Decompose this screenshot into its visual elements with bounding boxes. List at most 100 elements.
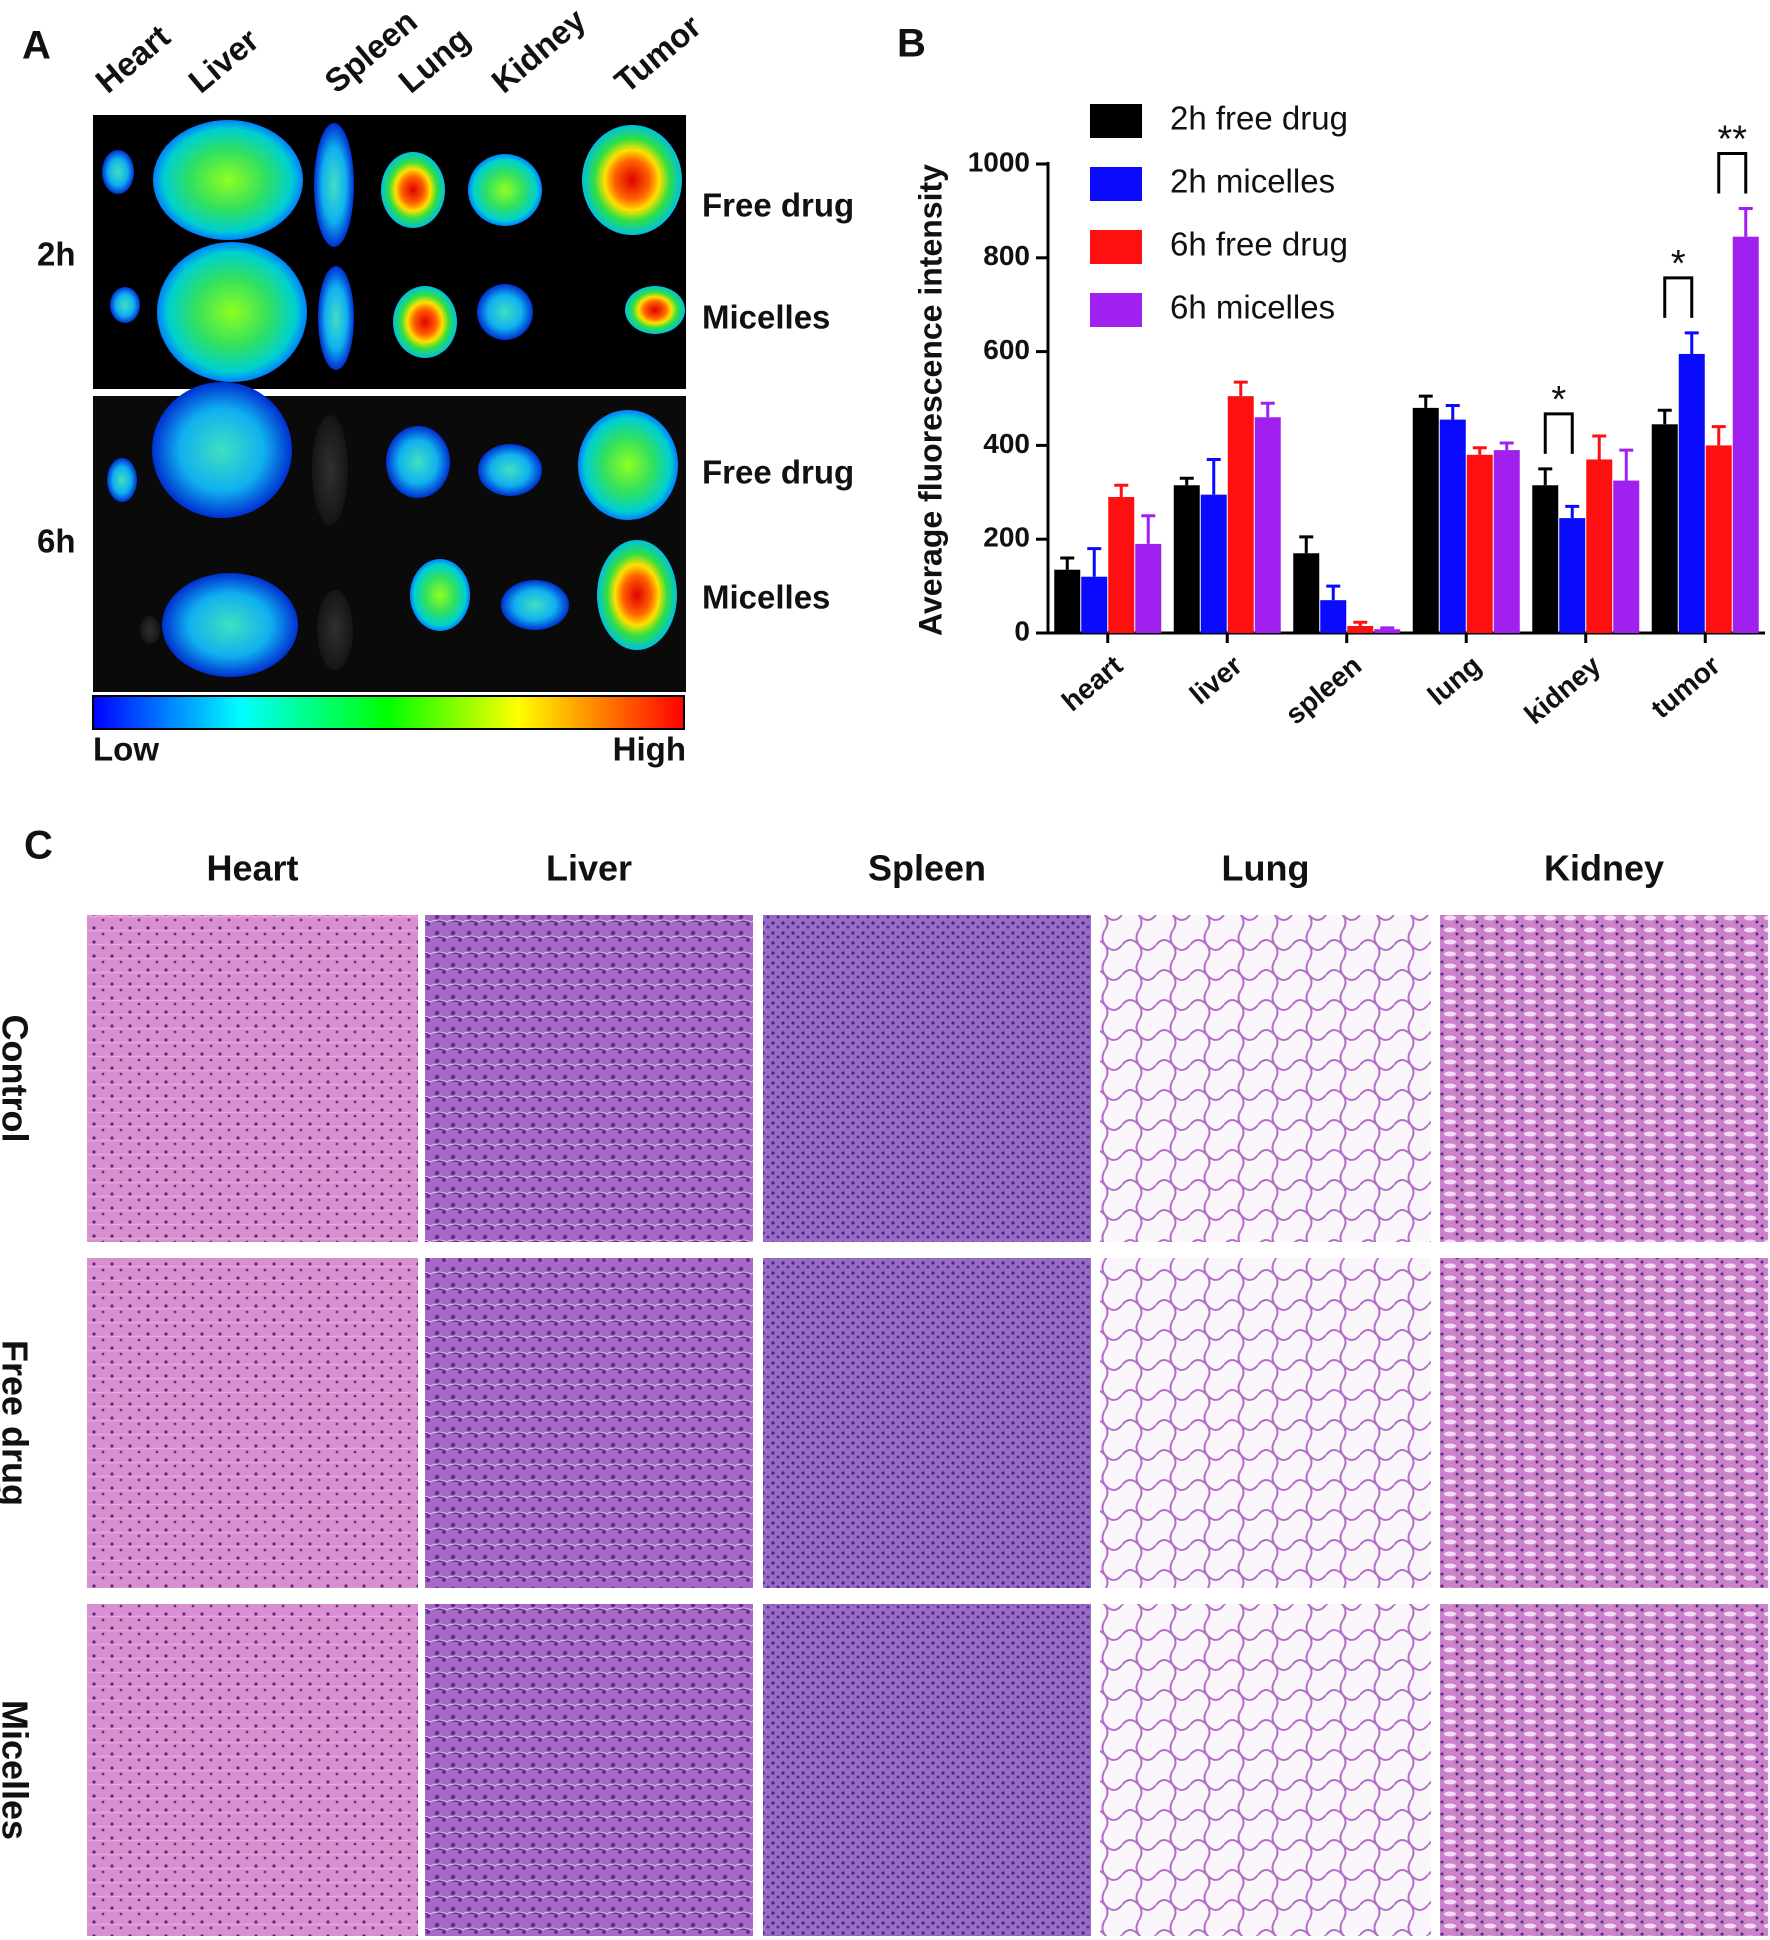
significance-bracket xyxy=(1717,152,1748,194)
error-bar xyxy=(1619,448,1634,481)
histology-image xyxy=(763,1604,1091,1936)
y-tick-label: 1000 xyxy=(968,146,1030,177)
organ-label: Kidney xyxy=(484,1,593,100)
row-label: 6h xyxy=(37,523,76,560)
histology-image xyxy=(1100,915,1431,1242)
x-tick-label: lung xyxy=(1422,650,1487,712)
x-tick-label: liver xyxy=(1184,649,1248,710)
legend-label: 6h free drug xyxy=(1170,226,1348,263)
organ-label: Tumor xyxy=(607,7,708,100)
histology-image xyxy=(1440,1258,1768,1588)
organ xyxy=(381,152,445,228)
organ xyxy=(312,415,348,525)
significance-label: ** xyxy=(1717,119,1747,161)
error-bar xyxy=(1445,404,1460,420)
organ xyxy=(393,286,457,358)
error-bar xyxy=(1565,504,1580,519)
bar xyxy=(1293,553,1320,633)
group-label: Free drug xyxy=(702,454,854,491)
error-bar xyxy=(1060,556,1075,570)
legend-swatch xyxy=(1090,293,1142,327)
organ xyxy=(317,590,353,670)
histology-image xyxy=(425,1604,753,1936)
legend-swatch xyxy=(1090,167,1142,201)
column-label: Liver xyxy=(546,848,632,889)
bar xyxy=(1173,485,1200,633)
scale-label: Low xyxy=(93,731,159,768)
error-bar xyxy=(1299,535,1314,554)
panel-label: A xyxy=(22,24,51,68)
error-bar xyxy=(1087,547,1102,577)
organ xyxy=(386,426,450,498)
bar xyxy=(1054,569,1081,633)
histology-image xyxy=(425,915,753,1242)
organ xyxy=(318,266,354,370)
bar xyxy=(1493,450,1520,633)
organ xyxy=(478,444,542,496)
organ xyxy=(410,559,470,631)
bar xyxy=(1135,543,1162,633)
histology-image xyxy=(1100,1258,1431,1588)
error-bar xyxy=(1684,331,1699,354)
organ xyxy=(110,287,140,323)
histology-image xyxy=(1100,1604,1431,1936)
error-bar xyxy=(1538,467,1553,486)
row-label: 2h xyxy=(37,236,76,273)
organ xyxy=(582,125,682,235)
bar xyxy=(1678,353,1705,633)
legend-label: 2h micelles xyxy=(1170,163,1335,200)
bar xyxy=(1586,459,1613,633)
x-tick-label: kidney xyxy=(1518,649,1606,730)
legend-swatch xyxy=(1090,230,1142,264)
legend-label: 6h micelles xyxy=(1170,289,1335,326)
organ xyxy=(157,242,307,382)
column-label: Spleen xyxy=(868,848,986,889)
bar xyxy=(1439,419,1466,633)
bar xyxy=(1705,445,1732,633)
histology-image xyxy=(87,1258,418,1588)
error-bar xyxy=(1499,441,1514,451)
group-label: Micelles xyxy=(702,579,830,616)
bar xyxy=(1532,485,1559,633)
row-label: Free drug xyxy=(0,1340,35,1506)
error-bar xyxy=(1418,394,1433,408)
row-label: Micelles xyxy=(0,1700,35,1840)
organ xyxy=(501,580,569,630)
error-bar xyxy=(1472,446,1487,455)
y-tick-label: 800 xyxy=(983,240,1030,271)
column-label: Kidney xyxy=(1544,848,1664,889)
error-bar xyxy=(1114,483,1129,497)
x-tick-label: spleen xyxy=(1279,650,1367,731)
organ xyxy=(477,284,533,340)
significance-label: * xyxy=(1551,379,1566,421)
organ xyxy=(153,120,303,240)
y-tick-label: 200 xyxy=(983,522,1030,553)
significance-bracket xyxy=(1543,412,1574,454)
histology-image xyxy=(763,1258,1091,1588)
x-tick-label: heart xyxy=(1056,650,1128,718)
error-bar xyxy=(1260,401,1275,418)
significance-bracket xyxy=(1663,276,1694,318)
error-bar xyxy=(1657,408,1672,425)
column-label: Heart xyxy=(206,848,298,889)
row-label: Control xyxy=(0,1015,35,1143)
histology-image xyxy=(763,915,1091,1242)
y-tick-label: 600 xyxy=(983,334,1030,365)
error-bar xyxy=(1326,584,1341,601)
y-tick-label: 400 xyxy=(983,428,1030,459)
bar xyxy=(1732,236,1759,633)
bar xyxy=(1559,518,1586,633)
bar xyxy=(1412,407,1439,633)
error-bar xyxy=(1353,620,1368,626)
histology-image xyxy=(1440,1604,1768,1936)
organ xyxy=(314,123,354,247)
panel-label: C xyxy=(24,824,53,868)
organ xyxy=(625,286,685,334)
column-label: Lung xyxy=(1222,848,1310,889)
bar xyxy=(1081,576,1108,633)
error-bar xyxy=(1141,514,1156,544)
histology-image xyxy=(87,915,418,1242)
bar xyxy=(1651,424,1678,633)
